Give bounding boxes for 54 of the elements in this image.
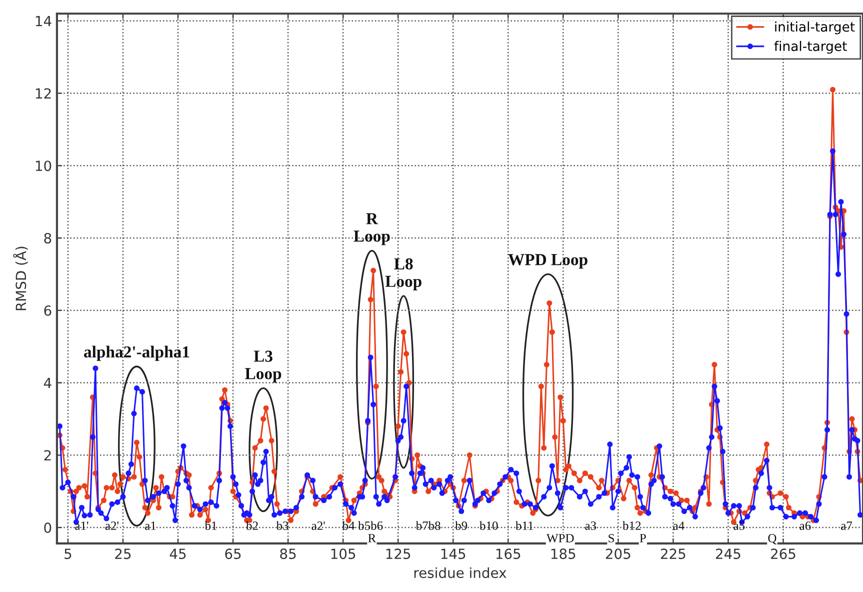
x-tick-label: 45 — [170, 548, 186, 560]
annotation: WPD Loop — [508, 254, 588, 269]
annotation: b5b6 — [358, 521, 383, 530]
annotation: P — [640, 534, 646, 542]
annotation: L8 Loop — [385, 258, 422, 290]
y-tick-label: 6 — [44, 305, 52, 316]
y-tick-label: 0 — [44, 522, 52, 534]
annotation: a3 — [585, 522, 596, 530]
y-tick-label: 8 — [44, 232, 52, 244]
x-tick-label: 125 — [386, 548, 410, 560]
annotation: alpha2'-alpha1 — [84, 346, 190, 361]
annotation: R Loop — [354, 213, 390, 246]
y-tick-label: 10 — [36, 160, 52, 172]
x-tick-label: 105 — [331, 548, 356, 560]
annotation: b3 — [276, 521, 288, 530]
y-axis-title: RMSD (Å) — [13, 246, 28, 310]
annotation: b1 — [204, 521, 217, 530]
x-tick-label: 165 — [496, 548, 520, 560]
x-tick-label: 85 — [280, 548, 296, 560]
annotation: a6 — [800, 522, 811, 530]
x-tick-label: 205 — [606, 548, 630, 560]
x-tick-label: 185 — [551, 548, 576, 560]
legend-label: final-target — [774, 40, 847, 54]
annotation: b2 — [246, 521, 258, 530]
annotation: b4 — [342, 521, 355, 530]
annotation: L3 Loop — [245, 350, 282, 383]
x-tick-label: 245 — [716, 548, 740, 560]
y-tick-label: 14 — [36, 16, 52, 26]
annotation: WPD — [546, 534, 574, 542]
annotation: b12 — [622, 521, 641, 530]
x-tick-label: 25 — [115, 548, 131, 560]
annotation: a2' — [105, 522, 118, 530]
annotation: a4 — [673, 522, 684, 530]
legend-label: initial-target — [775, 22, 855, 34]
x-tick-label: 145 — [441, 548, 466, 560]
annotation: a1' — [75, 522, 88, 530]
x-tick-label: 5 — [64, 548, 72, 560]
annotation: b9 — [455, 521, 468, 530]
annotation: Q — [768, 534, 777, 544]
y-tick-label: 2 — [44, 450, 51, 460]
x-tick-label: 225 — [660, 548, 686, 560]
y-tick-label: 12 — [36, 88, 51, 99]
annotation: a7 — [841, 522, 852, 530]
annotation: b10 — [479, 521, 498, 530]
annotation: R — [368, 534, 376, 542]
annotation: a1 — [145, 522, 156, 530]
x-tick-label: 65 — [225, 548, 241, 560]
x-tick-label: 265 — [770, 548, 796, 560]
y-tick-label: 4 — [44, 378, 52, 388]
annotation: b11 — [515, 521, 534, 530]
annotation: b7b8 — [416, 521, 440, 530]
x-axis-title: residue index — [414, 567, 506, 578]
annotation: a2' — [312, 522, 325, 530]
annotation: S — [608, 534, 614, 542]
